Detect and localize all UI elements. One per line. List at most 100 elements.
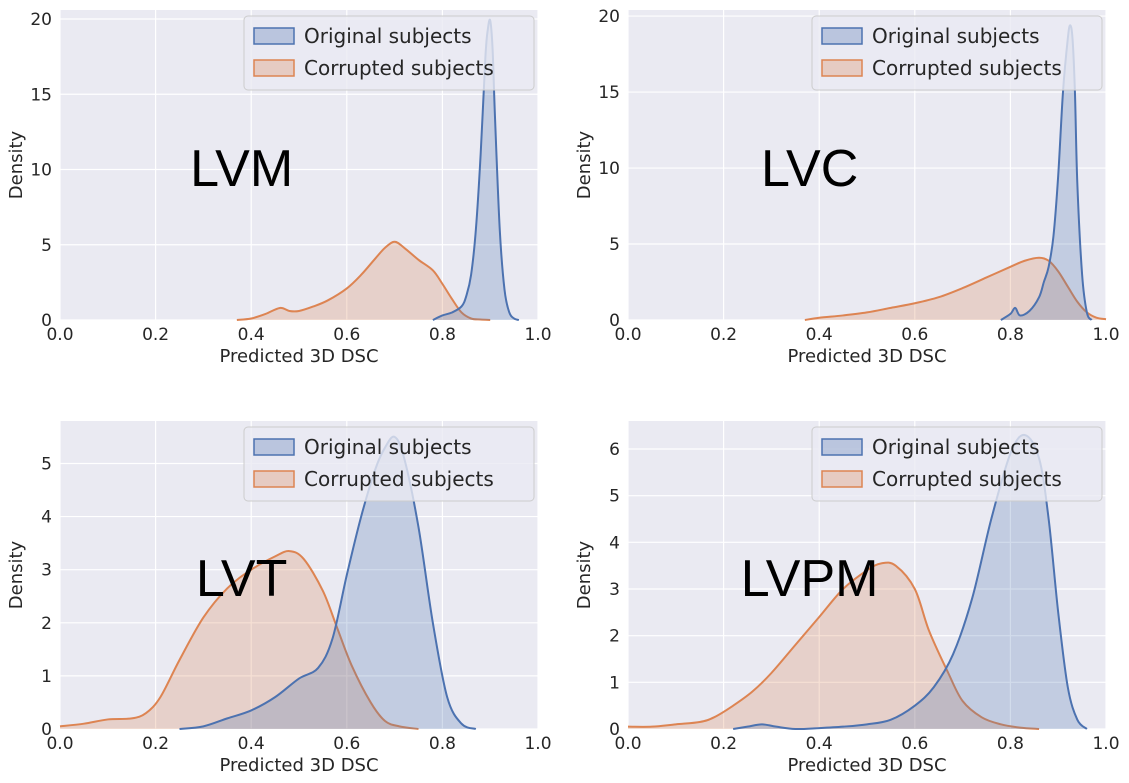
x-tick-label: 0.8 [429,734,456,754]
y-tick-label: 5 [41,236,52,256]
x-tick-label: 0.4 [238,325,265,345]
y-tick-label: 2 [609,627,620,647]
y-tick-label: 4 [41,508,52,528]
y-tick-label: 3 [609,580,620,600]
legend-swatch-corrupted [253,59,295,77]
panel-label: LVPM [741,550,879,608]
y-tick-label: 5 [41,454,52,474]
y-tick-label: 0 [41,720,52,740]
legend-box [811,426,1103,502]
legend: Original subjects Corrupted subjects [243,15,535,91]
x-tick-label: 1.0 [524,325,551,345]
x-tick-label: 0.2 [142,734,169,754]
x-axis-label: Predicted 3D DSC [219,755,378,776]
legend-swatch-original [821,27,863,45]
legend-box [243,15,535,91]
x-axis-label: Predicted 3D DSC [219,346,378,367]
legend-swatch-corrupted [821,59,863,77]
legend-swatch-original [253,27,295,45]
x-tick-label: 0.0 [614,325,641,345]
y-axis-label: Density [574,130,595,199]
legend-label-original: Original subjects [872,435,1040,459]
y-tick-label: 1 [41,667,52,687]
x-tick-label: 0.2 [710,325,737,345]
panel-lvm: 0.0 0.2 0.4 0.6 0.8 1.0 0 5 10 15 20 Predicted 3D D… [6,10,552,367]
y-tick-label: 20 [598,7,620,27]
legend-label-corrupted: Corrupted subjects [872,56,1062,80]
x-tick-label: 0.6 [333,734,360,754]
x-tick-label: 0.4 [806,734,833,754]
legend-swatch-corrupted [253,470,295,488]
y-tick-label: 10 [30,161,52,181]
density-area-original [432,19,519,321]
x-tick-label: 1.0 [1092,325,1119,345]
y-axis-label: Density [6,130,27,199]
x-tick-label: 1.0 [1092,734,1119,754]
legend-label-corrupted: Corrupted subjects [872,467,1062,491]
legend-swatch-corrupted [821,470,863,488]
y-tick-label: 5 [609,235,620,255]
panel-lvpm: 0.0 0.2 0.4 0.6 0.8 1.0 0 1 2 3 4 5 6 Predicted 3D DS… [574,421,1120,776]
panel-label: LVT [196,550,288,608]
x-tick-label: 0.8 [997,734,1024,754]
y-tick-label: 10 [598,159,620,179]
density-line-corrupted [59,550,419,730]
x-tick-label: 0.4 [238,734,265,754]
density-line-corrupted [236,240,491,321]
legend: Original subjects Corrupted subjects [811,15,1103,91]
y-tick-label: 0 [609,720,620,740]
legend-label-original: Original subjects [304,435,472,459]
x-axis-label: Predicted 3D DSC [787,755,946,776]
x-axis-label: Predicted 3D DSC [787,346,946,367]
x-tick-label: 0.2 [710,734,737,754]
y-axis-label: Density [574,540,595,609]
x-tick-label: 0.6 [901,734,928,754]
x-tick-label: 0.6 [333,325,360,345]
density-line-original [179,435,477,730]
legend: Original subjects Corrupted subjects [811,426,1103,502]
density-area-corrupted [60,551,419,729]
y-tick-label: 1 [609,673,620,693]
density-line-corrupted [804,256,1107,321]
y-tick-label: 15 [30,85,52,105]
x-tick-label: 0.2 [142,325,169,345]
y-tick-label: 4 [609,533,620,553]
legend-swatch-original [253,438,295,456]
legend: Original subjects Corrupted subjects [243,426,535,502]
y-tick-label: 0 [609,311,620,331]
legend-box [243,426,535,502]
panel-lvt: 0.0 0.2 0.4 0.6 0.8 1.0 0 1 2 3 4 5 Predicted 3D DSC… [6,421,552,776]
density-area-original [179,436,476,729]
x-tick-label: 0.0 [46,734,73,754]
y-tick-label: 6 [609,440,620,460]
density-line-original [732,433,1088,731]
panel-label: LVM [190,140,293,198]
legend-label-original: Original subjects [304,24,472,48]
y-tick-label: 3 [41,561,52,581]
x-tick-label: 0.6 [901,325,928,345]
density-area-corrupted [236,241,491,320]
x-tick-label: 0.0 [46,325,73,345]
x-tick-label: 0.8 [997,325,1024,345]
y-tick-label: 0 [41,311,52,331]
y-tick-label: 20 [30,10,52,30]
x-tick-label: 0.8 [429,325,456,345]
y-axis-label: Density [6,540,27,609]
y-tick-label: 5 [609,487,620,507]
y-tick-label: 2 [41,614,52,634]
density-area-original [733,434,1087,730]
density-area-corrupted [628,562,1040,729]
legend-label-corrupted: Corrupted subjects [304,56,494,80]
legend-box [811,15,1103,91]
density-area-original [1000,25,1092,320]
x-tick-label: 1.0 [524,734,551,754]
density-area-corrupted [804,257,1106,320]
legend-label-original: Original subjects [872,24,1040,48]
density-line-original [1000,24,1093,321]
y-tick-label: 15 [598,83,620,103]
x-tick-label: 0.0 [614,734,641,754]
x-tick-label: 0.4 [806,325,833,345]
legend-label-corrupted: Corrupted subjects [304,467,494,491]
legend-swatch-original [821,438,863,456]
